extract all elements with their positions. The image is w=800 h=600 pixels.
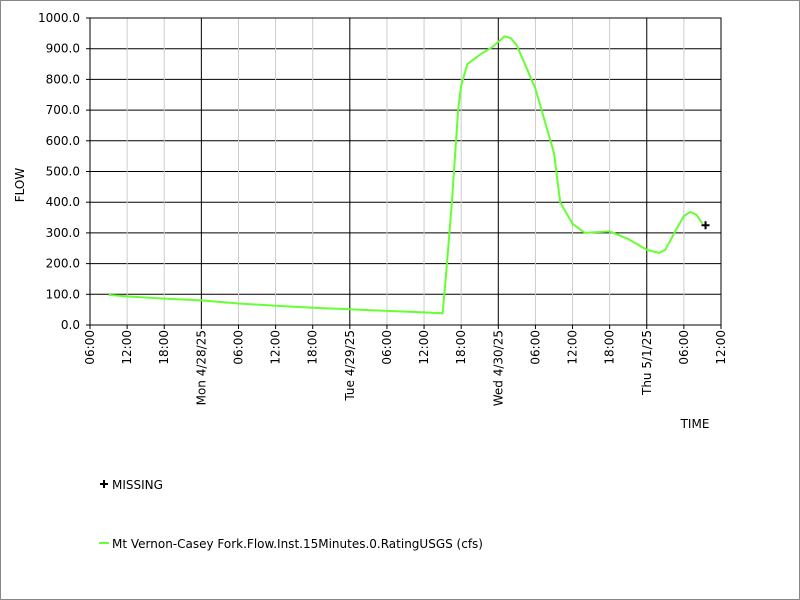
x-tick-label: 06:00 <box>83 330 97 365</box>
x-tick-label: Wed 4/30/25 <box>491 330 505 406</box>
x-tick-label: Tue 4/29/25 <box>343 330 357 402</box>
x-tick-label: 06:00 <box>380 330 394 365</box>
y-tick-label: 1000.0 <box>38 11 80 25</box>
x-tick-label: 18:00 <box>157 330 171 365</box>
y-tick-label: 500.0 <box>46 165 80 179</box>
x-tick-label: Mon 4/28/25 <box>194 330 208 405</box>
x-tick-label: 18:00 <box>454 330 468 365</box>
y-tick-label: 800.0 <box>46 72 80 86</box>
missing-marker <box>701 221 710 230</box>
legend-label: MISSING <box>112 478 163 492</box>
legend-marker <box>100 480 108 488</box>
y-tick-label: 700.0 <box>46 103 80 117</box>
y-tick-label: 600.0 <box>46 134 80 148</box>
y-tick-label: 400.0 <box>46 195 80 209</box>
x-tick-label: 12:00 <box>714 330 728 365</box>
x-tick-label: 06:00 <box>528 330 542 365</box>
legend-label: Mt Vernon-Casey Fork.Flow.Inst.15Minutes… <box>112 537 483 551</box>
x-tick-label: 12:00 <box>417 330 431 365</box>
y-tick-label: 100.0 <box>46 287 80 301</box>
y-tick-label: 900.0 <box>46 42 80 56</box>
x-axis-label: TIME <box>680 417 710 431</box>
x-tick-label: Thu 5/1/25 <box>640 330 654 396</box>
x-tick-label: 18:00 <box>603 330 617 365</box>
x-tick-label: 06:00 <box>231 330 245 365</box>
x-tick-label: 06:00 <box>677 330 691 365</box>
x-tick-label: 12:00 <box>120 330 134 365</box>
y-axis-label: FLOW <box>13 168 27 203</box>
y-tick-label: 0.0 <box>61 318 80 332</box>
plot-border <box>89 17 722 326</box>
y-tick-label: 200.0 <box>46 257 80 271</box>
series-line <box>108 35 704 315</box>
x-tick-label: 12:00 <box>269 330 283 365</box>
x-tick-label: 12:00 <box>566 330 580 365</box>
y-tick-label: 300.0 <box>46 226 80 240</box>
x-tick-label: 18:00 <box>306 330 320 365</box>
